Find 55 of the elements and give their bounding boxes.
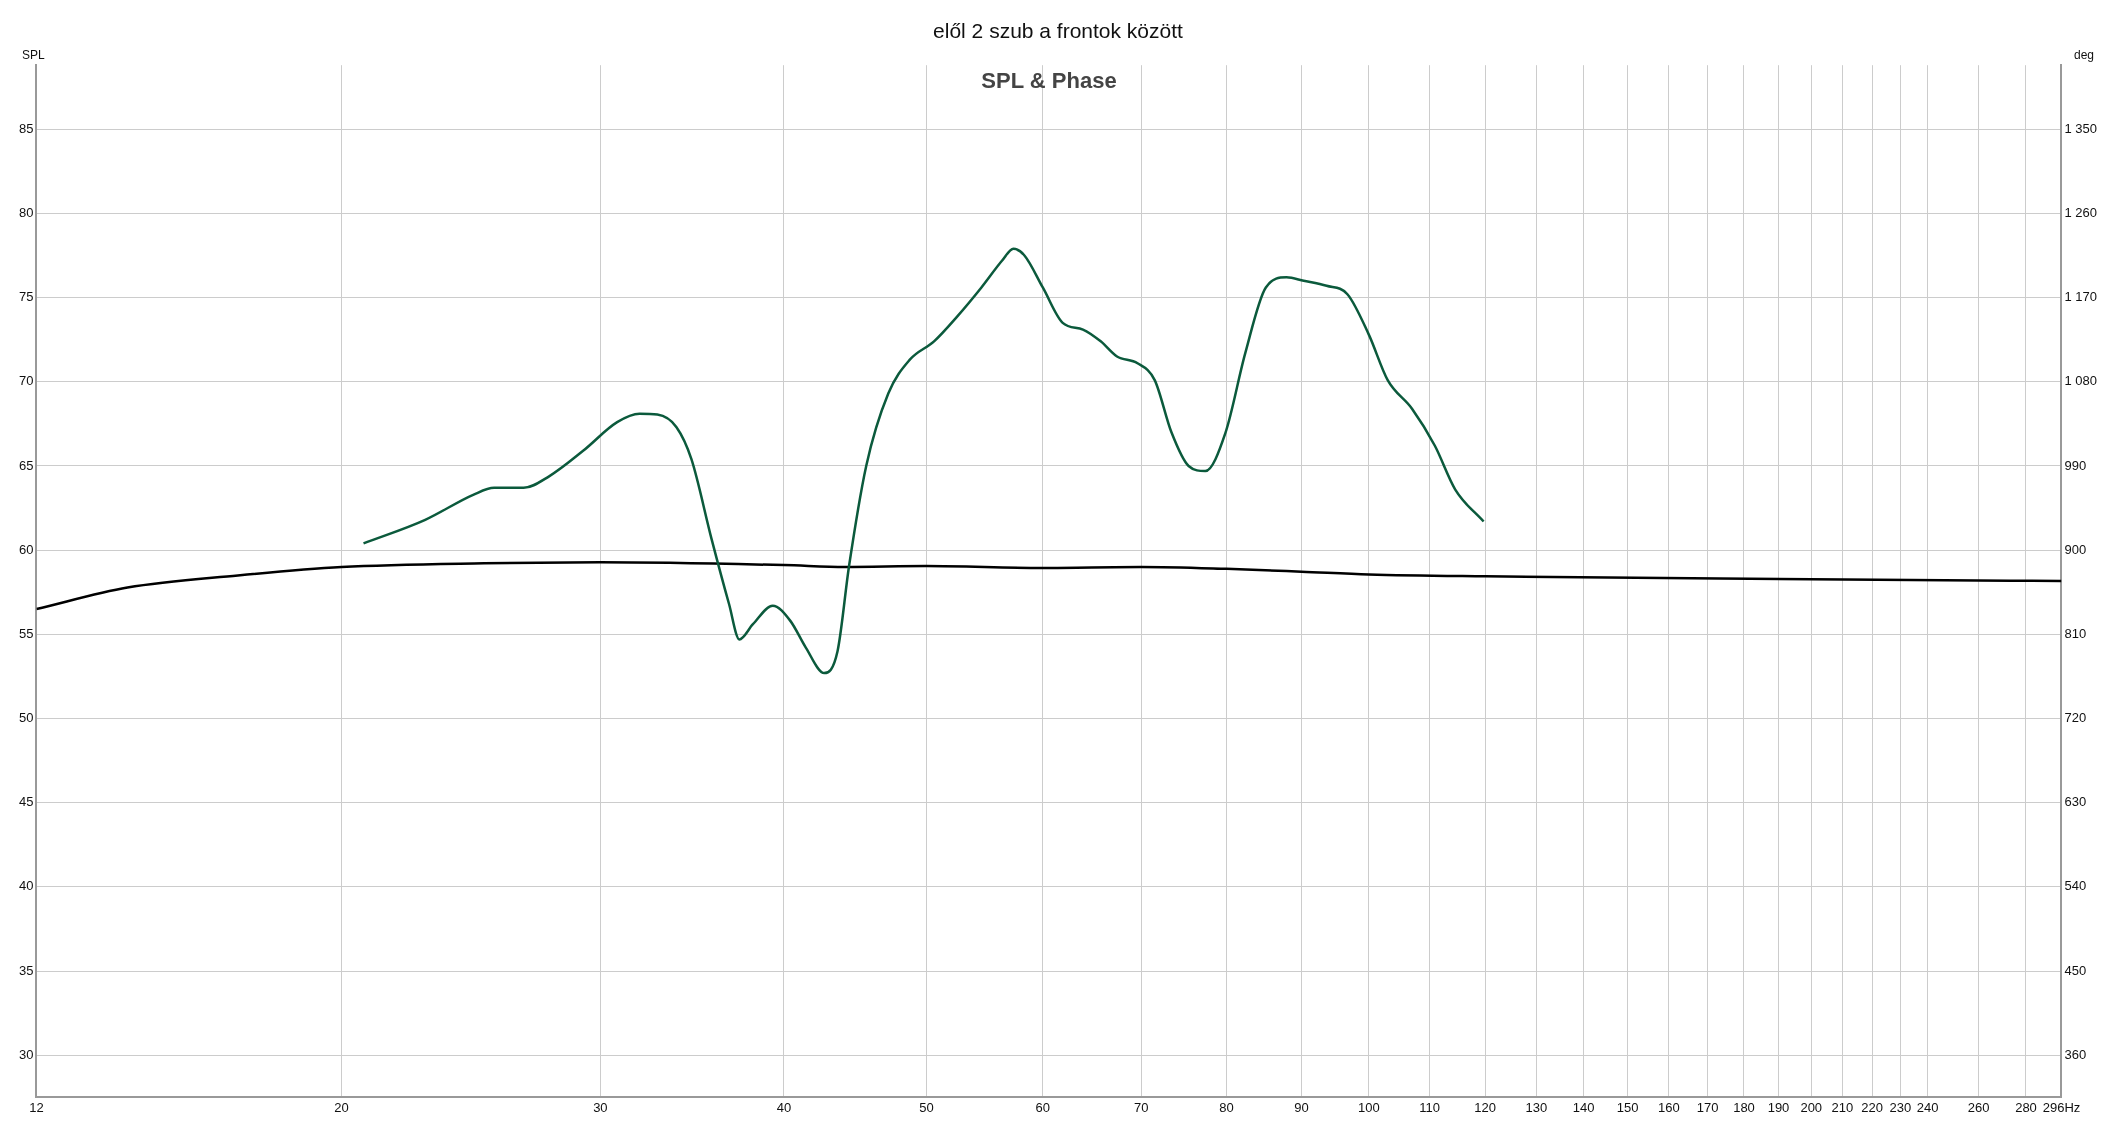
y2-tick-label: 540	[2064, 878, 2087, 894]
y2-tick-label: 1 080	[2064, 373, 2098, 389]
y2-tick-label: 720	[2064, 710, 2087, 726]
y2-tick-label: 360	[2064, 1046, 2087, 1062]
y2-tick-label: 900	[2064, 541, 2087, 557]
x-tick-label: 110	[1419, 1099, 1441, 1115]
y-tick-label: 80	[18, 204, 34, 220]
x-tick-label: 30	[593, 1099, 608, 1115]
x-tick-label: 180	[1733, 1099, 1755, 1115]
x-tick-label: 296Hz	[2042, 1099, 2081, 1115]
x-tick-label: 210	[1831, 1099, 1854, 1115]
y-tick-label: 50	[18, 710, 34, 726]
x-tick-label: 100	[1357, 1099, 1380, 1115]
x-tick-label: 240	[1916, 1099, 1939, 1115]
y-tick-label: 35	[18, 962, 34, 978]
x-tick-label: 12	[29, 1099, 44, 1115]
y-tick-label: 65	[18, 457, 34, 473]
y2-tick-label: 630	[2064, 794, 2087, 810]
x-tick-label: 200	[1800, 1099, 1823, 1115]
y-tick-label: 85	[18, 120, 34, 136]
y-tick-label: 45	[18, 794, 34, 810]
x-tick-label: 220	[1861, 1099, 1883, 1115]
x-tick-label: 230	[1889, 1099, 1912, 1115]
y2-tick-label: 450	[2064, 962, 2087, 978]
y2-tick-label: 810	[2064, 625, 2087, 641]
chart-subtitle: SPL & Phase	[981, 68, 1117, 94]
x-tick-label: 130	[1525, 1099, 1548, 1115]
y2-axis-title: deg	[2073, 47, 2094, 62]
y-tick-label: 40	[18, 878, 34, 894]
y2-tick-label: 1 260	[2064, 204, 2098, 220]
x-tick-label: 260	[1967, 1099, 1990, 1115]
y-tick-label: 60	[18, 541, 34, 557]
y-tick-label: 75	[18, 289, 34, 305]
x-tick-label: 120	[1474, 1099, 1497, 1115]
y-tick-label: 30	[18, 1046, 34, 1062]
x-tick-label: 40	[776, 1099, 792, 1115]
x-tick-label: 80	[1219, 1099, 1234, 1115]
x-tick-label: 150	[1616, 1099, 1639, 1115]
x-tick-label: 140	[1572, 1099, 1595, 1115]
y2-tick-label: 990	[2064, 457, 2087, 473]
chart-title: elől 2 szub a frontok között	[933, 19, 1184, 43]
x-tick-label: 70	[1133, 1099, 1149, 1115]
y2-tick-label: 1 170	[2064, 289, 2098, 305]
y-axis-title: SPL	[22, 47, 46, 62]
x-tick-label: 60	[1035, 1099, 1051, 1115]
y2-tick-label: 1 350	[2064, 120, 2098, 136]
x-tick-label: 170	[1696, 1099, 1719, 1115]
x-tick-label: 190	[1767, 1099, 1790, 1115]
x-tick-label: 20	[334, 1099, 349, 1115]
x-tick-label: 50	[919, 1099, 934, 1115]
x-tick-label: 280	[2015, 1099, 2037, 1115]
x-tick-label: 160	[1657, 1099, 1680, 1115]
x-tick-label: 90	[1294, 1099, 1309, 1115]
y-tick-label: 55	[18, 625, 34, 641]
y-tick-label: 70	[18, 373, 34, 389]
